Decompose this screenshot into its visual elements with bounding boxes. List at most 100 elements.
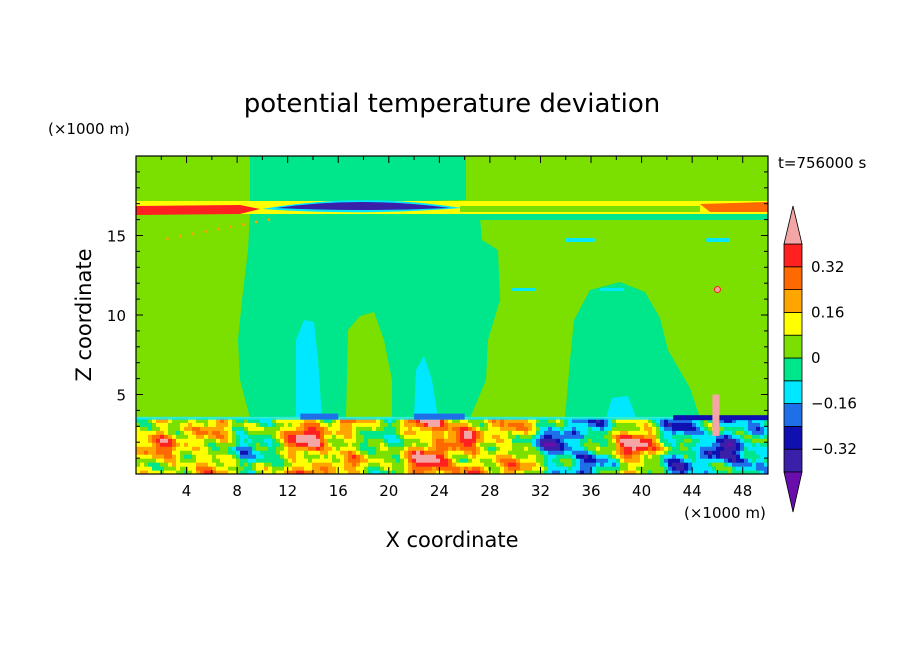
field-cell	[436, 422, 441, 427]
field-cell	[168, 450, 173, 455]
field-cell	[268, 450, 273, 455]
field-cell	[268, 438, 273, 443]
field-cell	[136, 434, 141, 439]
field-cell	[604, 446, 609, 451]
field-cell	[404, 442, 409, 447]
field-cell	[404, 434, 409, 439]
field-cell	[508, 442, 513, 447]
field-cell	[564, 446, 569, 451]
field-cell	[360, 466, 365, 471]
field-cell	[720, 438, 725, 443]
field-cyan-row-3	[512, 288, 536, 291]
field-cell	[304, 422, 309, 427]
field-cell	[724, 426, 729, 431]
field-cell	[368, 470, 373, 474]
field-cell	[372, 458, 377, 463]
field-cell	[492, 462, 497, 467]
field-cell	[660, 422, 665, 427]
field-cell	[348, 462, 353, 467]
field-cell	[668, 422, 673, 427]
field-cell	[316, 418, 321, 423]
field-cell	[636, 442, 641, 447]
field-cell	[232, 426, 237, 431]
field-cell	[624, 462, 629, 467]
field-cell	[320, 442, 325, 447]
field-cell	[552, 446, 557, 451]
field-cell	[256, 442, 261, 447]
field-band-negative	[250, 212, 768, 220]
field-cell	[692, 418, 697, 423]
field-cell	[700, 418, 705, 423]
field-cell	[244, 470, 249, 474]
field-cell	[200, 430, 205, 435]
field-cell	[140, 462, 145, 467]
field-cell	[208, 426, 213, 431]
field-cell	[496, 462, 501, 467]
x-tick-label: 24	[430, 482, 449, 500]
field-cell	[196, 470, 201, 474]
field-cell	[660, 462, 665, 467]
field-cell	[572, 442, 577, 447]
field-cell	[608, 426, 613, 431]
field-cell	[228, 470, 233, 474]
field-cell	[456, 454, 461, 459]
field-cell	[180, 450, 185, 455]
field-cell	[328, 438, 333, 443]
field-cell	[228, 450, 233, 455]
field-cell	[356, 470, 361, 474]
field-cell	[288, 466, 293, 471]
field-cell	[368, 438, 373, 443]
field-cell	[588, 470, 593, 474]
field-cell	[412, 438, 417, 443]
field-cell	[632, 458, 637, 463]
field-cell	[168, 458, 173, 463]
field-cell	[408, 470, 413, 474]
field-cell	[720, 466, 725, 471]
field-cell	[764, 466, 768, 471]
field-cell	[440, 438, 445, 443]
field-cell	[304, 454, 309, 459]
field-cell	[276, 434, 281, 439]
field-cell	[216, 442, 221, 447]
field-cell	[368, 430, 373, 435]
field-cell	[748, 466, 753, 471]
field-cell	[684, 470, 689, 474]
field-cell	[440, 430, 445, 435]
field-cell	[276, 458, 281, 463]
field-cell	[140, 466, 145, 471]
field-cell	[400, 418, 405, 423]
field-cell	[308, 418, 313, 423]
field-cell	[688, 462, 693, 467]
field-cell	[292, 470, 297, 474]
field-cell	[352, 426, 357, 431]
field-cell	[488, 450, 493, 455]
field-cell	[440, 434, 445, 439]
field-cell	[760, 466, 765, 471]
field-cell	[460, 426, 465, 431]
field-cell	[204, 462, 209, 467]
field-cell	[660, 426, 665, 431]
field-cell	[200, 450, 205, 455]
field-cell	[696, 450, 701, 455]
field-cell	[172, 426, 177, 431]
field-cell	[664, 442, 669, 447]
field-cell	[612, 430, 617, 435]
field-cell	[532, 430, 537, 435]
field-cell	[584, 438, 589, 443]
field-cell	[352, 450, 357, 455]
field-cell	[540, 458, 545, 463]
field-cell	[364, 462, 369, 467]
field-cell	[728, 470, 733, 474]
field-cell	[364, 434, 369, 439]
field-band-red-left	[136, 205, 260, 215]
field-cell	[704, 426, 709, 431]
field-cell	[328, 458, 333, 463]
field-cell	[416, 422, 421, 427]
field-cell	[432, 442, 437, 447]
field-cell	[340, 430, 345, 435]
field-cell	[752, 434, 757, 439]
field-cell	[452, 450, 457, 455]
field-cell	[140, 430, 145, 435]
field-cell	[548, 426, 553, 431]
field-cell	[676, 422, 681, 427]
